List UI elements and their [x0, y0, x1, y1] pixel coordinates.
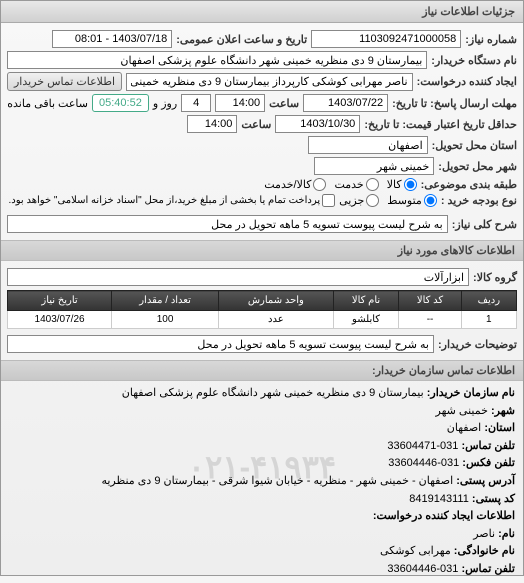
contact-block: نام سازمان خریدار: بیمارستان 9 دی منظریه…	[1, 381, 523, 583]
subject-type-label: طبقه بندی موضوعی:	[421, 178, 517, 191]
table-cell: کابلشو	[333, 311, 399, 329]
contact-addr-label: آدرس پستی:	[456, 475, 515, 487]
table-header: واحد شمارش	[219, 291, 334, 311]
subject-radio-both[interactable]: کالا/خدمت	[264, 178, 326, 191]
subject-radio-khedmat[interactable]: خدمت	[334, 178, 378, 191]
window: جزئیات اطلاعات نیاز شماره نیاز: تاریخ و …	[0, 0, 524, 576]
contact-province-value: اصفهان	[447, 422, 481, 434]
contact-fax-value: 031-33604446	[388, 457, 459, 469]
announce-date-label: تاریخ و ساعت اعلان عمومی:	[176, 33, 307, 46]
remain-days-label: روز و	[153, 97, 177, 110]
city-input[interactable]	[314, 157, 434, 175]
cphone-value: 031-33604446	[387, 563, 458, 575]
contact-city-label: شهر:	[491, 405, 515, 417]
cphone-label: تلفن تماس:	[461, 563, 515, 575]
city-label: شهر محل تحویل:	[438, 160, 517, 173]
deadline-date-input[interactable]	[303, 94, 388, 112]
requester-label: ایجاد کننده درخواست:	[417, 75, 517, 88]
req-no-input[interactable]	[311, 30, 461, 48]
requester-input[interactable]	[126, 73, 413, 91]
contact-section-header: اطلاعات تماس سازمان خریدار:	[1, 360, 523, 381]
table-header: نام کالا	[333, 291, 399, 311]
validity-time-label: ساعت	[241, 118, 271, 131]
contact-addr-value: اصفهان - خمینی شهر - منظریه - خیابان شیو…	[101, 475, 453, 487]
buy-type-group: متوسط جزیی	[339, 194, 437, 207]
announce-date-input[interactable]	[52, 30, 172, 48]
buy-type-label: نوع بودجه خرید :	[441, 194, 517, 207]
contact-province-label: استان:	[484, 422, 515, 434]
table-cell: --	[399, 311, 461, 329]
contact-postcode-label: کد پستی:	[472, 493, 515, 505]
buyer-label: نام دستگاه خریدار:	[431, 54, 517, 67]
goods-section-header: اطلاعات کالاهای مورد نیاز	[1, 240, 523, 261]
subject-type-group: کالا خدمت کالا/خدمت	[264, 178, 416, 191]
table-cell: عدد	[219, 311, 334, 329]
buyer-input[interactable]	[7, 51, 427, 69]
contact-city-value: خمینی شهر	[436, 405, 488, 417]
group-label: گروه کالا:	[473, 271, 517, 284]
treasury-checkbox[interactable]: پرداخت تمام یا بخشی از مبلغ خرید،از محل …	[9, 194, 336, 207]
table-header: تعداد / مقدار	[112, 291, 219, 311]
table-cell: 1	[461, 311, 516, 329]
remain-suffix: ساعت باقی مانده	[7, 97, 88, 110]
table-header: ردیف	[461, 291, 516, 311]
deadline-label: مهلت ارسال پاسخ: تا تاریخ:	[392, 97, 517, 110]
lname-label: نام خانوادگی:	[454, 545, 515, 557]
validity-time-input[interactable]	[187, 115, 237, 133]
buy-radio-medium[interactable]: متوسط	[387, 194, 437, 207]
contact-info-button[interactable]: اطلاعات تماس خریدار	[7, 72, 122, 91]
buyer-note-label: توضیحات خریدار:	[438, 338, 517, 351]
remain-days-input	[181, 94, 211, 112]
lname-value: مهرابی کوشکی	[380, 545, 451, 557]
deadline-time-input[interactable]	[215, 94, 265, 112]
buyer-note-input[interactable]	[7, 335, 434, 353]
table-header: کد کالا	[399, 291, 461, 311]
table-row[interactable]: 1--کابلشوعدد1001403/07/26	[8, 311, 517, 329]
org-value: بیمارستان 9 دی منظریه خمینی شهر دانشگاه …	[122, 387, 424, 399]
contact-postcode-value: 8419143111	[409, 493, 469, 505]
req-no-label: شماره نیاز:	[465, 33, 517, 46]
desc-input[interactable]	[7, 215, 448, 233]
buy-radio-small[interactable]: جزیی	[339, 194, 379, 207]
validity-label: حداقل تاریخ اعتبار قیمت: تا تاریخ:	[364, 118, 517, 131]
fname-value: ناصر	[473, 528, 495, 540]
deadline-time-label: ساعت	[269, 97, 299, 110]
contact-fax-label: تلفن فکس:	[462, 457, 515, 469]
fname-label: نام:	[498, 528, 515, 540]
window-title: جزئیات اطلاعات نیاز	[1, 1, 523, 23]
table-cell: 100	[112, 311, 219, 329]
province-input[interactable]	[308, 136, 428, 154]
table-header: تاریخ نیاز	[8, 291, 112, 311]
goods-table: ردیفکد کالانام کالاواحد شمارشتعداد / مقد…	[7, 290, 517, 329]
remain-time: 05:40:52	[92, 94, 149, 112]
contact-phone-label: تلفن تماس:	[461, 440, 515, 452]
group-input[interactable]	[7, 268, 469, 286]
validity-date-input[interactable]	[275, 115, 360, 133]
creator-section-label: اطلاعات ایجاد کننده درخواست:	[373, 510, 515, 522]
contact-phone-value: 031-33604471	[387, 440, 458, 452]
org-label: نام سازمان خریدار:	[427, 387, 515, 399]
desc-label: شرح کلی نیاز:	[452, 218, 517, 231]
subject-radio-kala[interactable]: کالا	[387, 178, 417, 191]
table-cell: 1403/07/26	[8, 311, 112, 329]
province-label: استان محل تحویل:	[432, 139, 517, 152]
